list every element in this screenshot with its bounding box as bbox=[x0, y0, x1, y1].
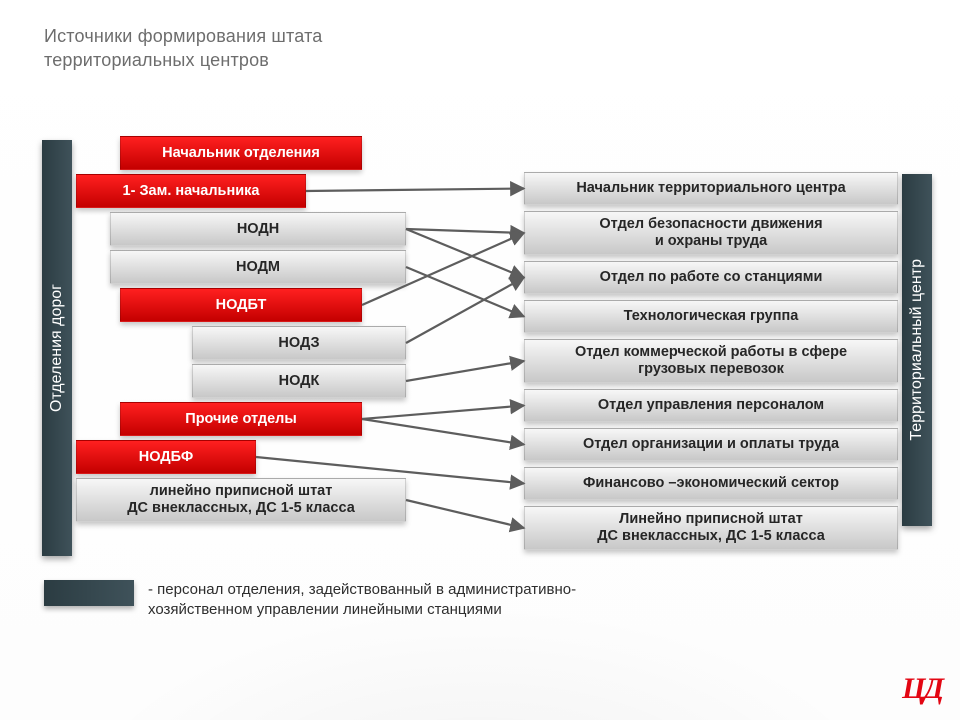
arrow bbox=[406, 278, 524, 344]
right-panel-label: Территориальный центр bbox=[902, 174, 932, 526]
left-bar: НОДЗ bbox=[192, 326, 406, 360]
legend: - персонал отделения, задействованный в … bbox=[44, 580, 668, 621]
left-bar: НОДМ bbox=[110, 250, 406, 284]
arrow bbox=[406, 361, 524, 381]
left-bar: НОДК bbox=[192, 364, 406, 398]
page-title: Источники формирования штата территориал… bbox=[44, 24, 323, 73]
left-bar: Начальник отделения bbox=[120, 136, 362, 170]
title-line2: территориальных центров bbox=[44, 48, 323, 72]
left-bar: НОДБФ bbox=[76, 440, 256, 474]
right-bar: Отдел организации и оплаты труда bbox=[524, 428, 898, 461]
left-bar: НОДБТ bbox=[120, 288, 362, 322]
arrow bbox=[406, 229, 524, 233]
arrow bbox=[406, 267, 524, 317]
right-bar: Начальник территориального центра bbox=[524, 172, 898, 205]
right-column: Начальник территориального центра Отдел б… bbox=[524, 172, 898, 556]
right-bar: Финансово –экономический сектор bbox=[524, 467, 898, 500]
left-bar: 1- Зам. начальника bbox=[76, 174, 306, 208]
left-bar: линейно приписной штат ДС внеклассных, Д… bbox=[76, 478, 406, 522]
right-bar: Отдел по работе со станциями bbox=[524, 261, 898, 294]
arrow bbox=[406, 229, 524, 278]
right-bar: Линейно приписной штат ДС внеклассных, Д… bbox=[524, 506, 898, 550]
right-bar: Технологическая группа bbox=[524, 300, 898, 333]
left-column: Начальник отделения 1- Зам. начальника НОД… bbox=[76, 136, 406, 526]
legend-swatch bbox=[44, 580, 134, 606]
legend-text: - персонал отделения, задействованный в … bbox=[148, 580, 668, 621]
right-bar: Отдел управления персоналом bbox=[524, 389, 898, 422]
arrow bbox=[406, 500, 524, 528]
right-bar: Отдел коммерческой работы в сфере грузов… bbox=[524, 339, 898, 383]
title-line1: Источники формирования штата bbox=[44, 24, 323, 48]
logo: ЦД bbox=[902, 672, 942, 706]
left-bar: НОДН bbox=[110, 212, 406, 246]
left-bar: Прочие отделы bbox=[120, 402, 362, 436]
left-panel-label: Отделения дорог bbox=[42, 140, 72, 556]
right-bar: Отдел безопасности движения и охраны тру… bbox=[524, 211, 898, 255]
